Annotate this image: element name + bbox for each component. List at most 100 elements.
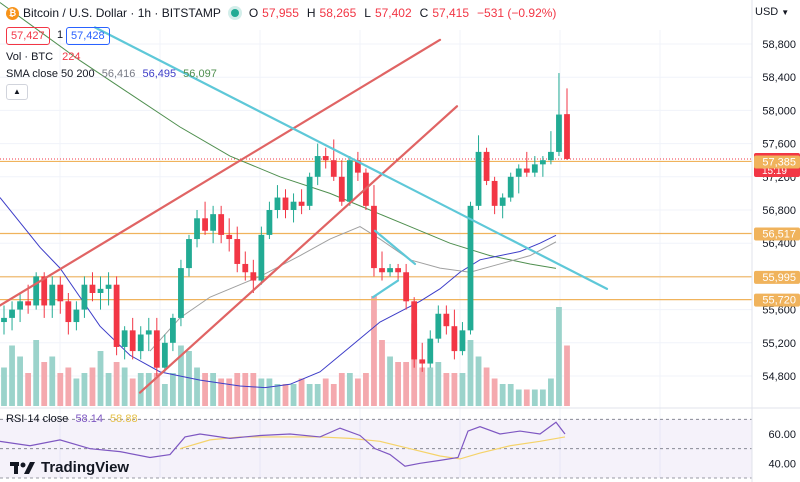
volume-bar bbox=[202, 373, 208, 406]
volume-bar bbox=[258, 378, 265, 406]
candle-body bbox=[322, 156, 329, 161]
price-tick-label: 58,000 bbox=[762, 105, 796, 117]
volume-bar bbox=[507, 384, 514, 406]
volume-bar bbox=[395, 362, 401, 406]
candle-body bbox=[194, 218, 200, 240]
candle-body bbox=[539, 160, 546, 165]
volume-bar bbox=[234, 373, 241, 406]
volume-bar bbox=[451, 373, 458, 406]
volume-bar bbox=[475, 356, 482, 406]
candle-body bbox=[137, 334, 144, 352]
volume-bar bbox=[194, 367, 200, 406]
collapse-legend-button[interactable]: ▲ bbox=[6, 84, 28, 100]
candle-body bbox=[258, 234, 265, 281]
trend-line bbox=[138, 105, 459, 394]
candle-body bbox=[226, 234, 233, 240]
volume-bar bbox=[491, 378, 498, 406]
volume-bar bbox=[145, 373, 152, 406]
volume-bar bbox=[371, 296, 377, 406]
candle-body bbox=[153, 330, 160, 368]
candle-body bbox=[338, 176, 345, 202]
symbol-header: ₿ Bitcoin / U.S. Dollar · 1h · BITSTAMP … bbox=[6, 6, 560, 20]
candle-body bbox=[121, 330, 128, 347]
tradingview-logo[interactable]: TradingView bbox=[10, 459, 129, 476]
volume-bar bbox=[9, 345, 15, 406]
volume-bar bbox=[556, 307, 562, 406]
candle-body bbox=[443, 313, 450, 327]
candle-body bbox=[298, 201, 305, 206]
candle-body bbox=[556, 114, 562, 152]
volume-bar bbox=[226, 378, 233, 406]
price-axis: 54,80055,20055,60056,00056,40056,80057,2… bbox=[751, 0, 800, 482]
volume-bar bbox=[459, 373, 466, 406]
buy-button[interactable]: 57,428 bbox=[66, 27, 110, 45]
volume-bar bbox=[1, 367, 7, 406]
change-value: −531 (−0.92%) bbox=[477, 6, 557, 20]
volume-bar bbox=[33, 340, 40, 406]
candle-body bbox=[306, 176, 313, 206]
rsi-tick-label: 60.00 bbox=[768, 429, 796, 441]
volume-bar bbox=[81, 373, 88, 406]
candle-body bbox=[548, 151, 554, 161]
volume-bar bbox=[419, 367, 426, 406]
volume-bar bbox=[499, 384, 506, 406]
candle-body bbox=[507, 176, 514, 198]
volume-bar bbox=[121, 367, 128, 406]
volume-bar bbox=[17, 356, 23, 406]
volume-bar bbox=[274, 384, 281, 406]
volume-bar bbox=[290, 384, 297, 406]
candle-body bbox=[17, 301, 23, 310]
currency-selector[interactable]: USD ▼ bbox=[755, 6, 790, 18]
candle-body bbox=[483, 151, 490, 181]
candle-body bbox=[523, 168, 530, 173]
candle-body bbox=[129, 330, 136, 352]
trend-lines bbox=[0, 26, 609, 394]
candle-body bbox=[354, 160, 361, 173]
volume-bar bbox=[403, 362, 410, 406]
candle-body bbox=[33, 276, 40, 306]
candle-body bbox=[186, 239, 192, 269]
candle-body bbox=[65, 301, 72, 323]
bitcoin-icon: ₿ bbox=[6, 6, 19, 20]
candle-body bbox=[427, 338, 434, 364]
spread-value: 1 bbox=[57, 29, 64, 41]
rsi-legend[interactable]: RSI 14 close 58.14 58.88 bbox=[6, 413, 138, 425]
candle-body bbox=[290, 201, 297, 210]
price-tick-label: 58,400 bbox=[762, 72, 796, 84]
price-label-text: 55,995 bbox=[762, 272, 796, 284]
candle-body bbox=[564, 114, 570, 159]
candle-body bbox=[250, 272, 257, 281]
candle-body bbox=[210, 214, 217, 231]
volume-bar bbox=[137, 373, 144, 406]
candle-body bbox=[105, 284, 112, 289]
price-label-text: 57,385 bbox=[762, 156, 796, 168]
trend-line bbox=[93, 26, 609, 290]
price-tick-label: 55,200 bbox=[762, 338, 796, 350]
candle-body bbox=[403, 272, 410, 302]
volume-bar bbox=[242, 373, 249, 406]
volume-bar bbox=[298, 378, 305, 406]
tradingview-icon bbox=[10, 461, 35, 474]
chevron-down-icon: ▼ bbox=[781, 7, 790, 17]
sell-button[interactable]: 57,427 bbox=[6, 27, 50, 45]
candlesticks bbox=[1, 73, 570, 376]
candle-body bbox=[161, 342, 168, 368]
candle-body bbox=[379, 268, 385, 273]
volume-bar bbox=[186, 351, 192, 406]
volume-legend[interactable]: Vol · BTC 224 bbox=[6, 51, 81, 63]
candle-body bbox=[1, 317, 7, 323]
candle-body bbox=[475, 151, 482, 206]
close-value: 57,415 bbox=[432, 6, 470, 20]
volume-bar bbox=[73, 378, 80, 406]
candle-body bbox=[451, 326, 458, 352]
symbol-title[interactable]: Bitcoin / U.S. Dollar · 1h · BITSTAMP bbox=[23, 6, 221, 20]
candle-body bbox=[49, 284, 56, 306]
market-open-icon bbox=[230, 9, 239, 17]
rsi-tick-label: 40.00 bbox=[768, 458, 796, 470]
candle-body bbox=[178, 268, 184, 318]
candle-body bbox=[499, 197, 506, 206]
sma-legend[interactable]: SMA close 50 200 56,416 56,495 56,097 bbox=[6, 68, 217, 80]
volume-bar bbox=[467, 340, 474, 406]
rsi-line bbox=[0, 421, 566, 467]
